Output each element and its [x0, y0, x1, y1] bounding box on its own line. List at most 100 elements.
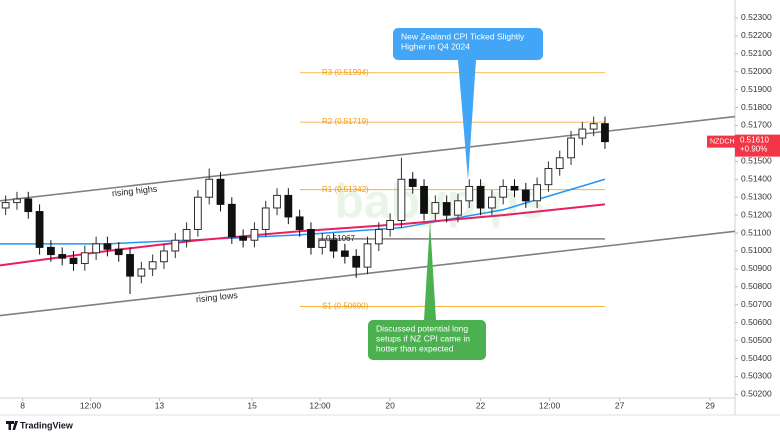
- candle-body: [13, 198, 21, 204]
- candle-body: [567, 137, 575, 159]
- candle-body: [397, 178, 406, 222]
- y-tick-label: 0.50600: [741, 317, 772, 327]
- x-tick-label: 20: [385, 400, 395, 410]
- candle-body: [601, 123, 609, 143]
- candle-body: [589, 123, 598, 130]
- callout-box: [368, 320, 486, 360]
- x-tick-label: 8: [20, 400, 25, 410]
- y-tick-label: 0.50900: [741, 263, 772, 273]
- level-label: S1 (0.50690): [322, 302, 369, 311]
- y-tick-label: 0.51000: [741, 245, 772, 255]
- symbol-tag: [707, 135, 735, 148]
- x-tick-label: 27: [615, 400, 625, 410]
- y-tick-label: 0.50200: [741, 389, 772, 399]
- candle-body: [137, 268, 146, 277]
- candle-body: [533, 184, 542, 202]
- y-tick-label: 0.51800: [741, 102, 772, 112]
- candle-body: [454, 200, 462, 216]
- candle-body: [239, 236, 248, 241]
- y-tick-label: 0.51700: [741, 120, 772, 130]
- callout-text: Discussed potential long: [376, 323, 468, 333]
- candle-body: [499, 185, 508, 198]
- y-tick-label: 0.51200: [741, 209, 772, 219]
- candle-body: [24, 198, 33, 213]
- candle-body: [442, 202, 451, 216]
- x-tick-label: 13: [155, 400, 165, 410]
- y-tick-label: 0.52100: [741, 48, 772, 58]
- y-tick-label: 0.52200: [741, 30, 772, 40]
- candle-body: [273, 194, 281, 209]
- candle-body: [80, 252, 89, 265]
- candle-body: [521, 189, 530, 202]
- level-label: R2 (0.51719): [322, 117, 369, 126]
- candle-body: [487, 196, 496, 209]
- y-tick-label: 0.51400: [741, 174, 772, 184]
- callout-text: Higher in Q4 2024: [401, 41, 470, 51]
- channel-label: rising lows: [195, 290, 238, 304]
- channel-label: rising highs: [111, 184, 158, 199]
- callout-text: setups if NZ CPI came in: [376, 333, 470, 343]
- candle-body: [555, 157, 564, 170]
- candle-body: [476, 185, 485, 209]
- candle-body: [465, 185, 474, 202]
- candle-body: [386, 220, 395, 230]
- candle-body: [58, 254, 67, 259]
- candle-body: [250, 228, 259, 241]
- candle-body: [578, 128, 587, 139]
- candle-body: [431, 202, 440, 214]
- y-tick-label: 0.52000: [741, 66, 772, 76]
- candle-body: [318, 239, 327, 248]
- brand-logo: TradingView: [6, 420, 74, 430]
- candle-body: [284, 194, 293, 218]
- x-tick-label: 12:00: [539, 400, 561, 410]
- candle-body: [227, 203, 236, 238]
- y-tick-label: 0.52300: [741, 12, 772, 22]
- candle-body: [352, 255, 361, 268]
- x-tick-label: 12:00: [309, 400, 331, 410]
- channel-line: [0, 115, 736, 202]
- candle-body: [408, 178, 417, 187]
- candle-body: [261, 207, 270, 230]
- symbol-label: NZDCHF: [710, 138, 739, 145]
- y-tick-label: 0.50800: [741, 281, 772, 291]
- x-tick-label: 29: [705, 400, 715, 410]
- candle-body: [1, 202, 10, 209]
- y-tick-label: 0.50400: [741, 353, 772, 363]
- brand-icon: [6, 421, 18, 430]
- x-tick-label: 15: [247, 400, 257, 410]
- candle-body: [103, 243, 112, 250]
- candle-body: [295, 216, 304, 230]
- y-tick-label: 0.51900: [741, 84, 772, 94]
- candle-body: [420, 185, 428, 214]
- candle-body: [92, 243, 101, 254]
- candle-body: [216, 178, 225, 205]
- candle-body: [69, 257, 78, 265]
- candle-body: [329, 239, 338, 252]
- x-tick-label: 12:00: [80, 400, 102, 410]
- callout-pointer: [424, 222, 436, 320]
- candle-body: [46, 246, 55, 256]
- level-label: R1 (0.51342): [322, 185, 369, 194]
- price-tag: [735, 134, 780, 157]
- candle-body: [363, 243, 372, 268]
- candle-body: [171, 239, 180, 252]
- y-tick-label: 0.50700: [741, 299, 772, 309]
- candle-body: [193, 196, 202, 230]
- y-tick-label: 0.51500: [741, 156, 772, 166]
- callout-box: [393, 28, 543, 60]
- candle-body: [35, 211, 44, 248]
- candle-body: [307, 228, 315, 248]
- candle-body: [148, 261, 157, 270]
- candle-body: [544, 168, 553, 186]
- x-tick-label: 22: [476, 400, 486, 410]
- y-tick-label: 0.50500: [741, 335, 772, 345]
- candle-body: [114, 248, 123, 256]
- y-tick-label: 0.51300: [741, 191, 772, 201]
- y-tick-label: 0.51100: [741, 227, 771, 237]
- candle-body: [160, 250, 168, 263]
- callout-text: hotter than expected: [376, 343, 454, 353]
- candle-body: [126, 254, 134, 277]
